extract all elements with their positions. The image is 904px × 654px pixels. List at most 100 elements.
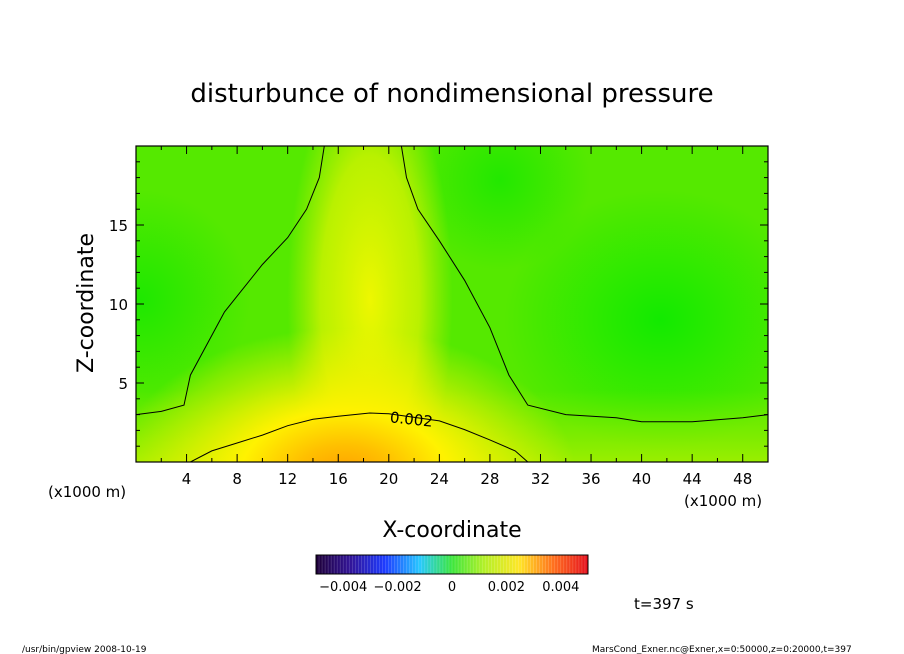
colorbar-swatch (479, 555, 483, 574)
colorbar-swatch (497, 555, 501, 574)
time-label: t=397 s (634, 595, 694, 613)
colorbar-swatch (515, 555, 519, 574)
colorbar-swatch (436, 555, 441, 574)
colorbar-swatch (400, 555, 404, 574)
colorbar-swatch (536, 555, 540, 574)
colorbar-tick-label: 0.002 (488, 580, 525, 595)
colorbar-swatch (385, 555, 389, 574)
colorbar-swatch (316, 555, 320, 574)
colorbar-swatch (439, 555, 444, 574)
colorbar-swatch (524, 555, 528, 574)
colorbar-swatch (391, 555, 395, 574)
colorbar-swatch (503, 555, 507, 574)
colorbar-swatch (448, 555, 453, 574)
colorbar-swatch (349, 555, 353, 574)
colorbar-tick-label: −0.002 (374, 580, 422, 595)
colorbar-swatch (458, 555, 462, 574)
colorbar-swatch (575, 555, 580, 574)
colorbar-swatch (343, 555, 347, 574)
colorbar-swatch (542, 555, 546, 574)
colorbar-swatch (500, 555, 504, 574)
colorbar-swatch (548, 555, 553, 574)
colorbar-swatch (352, 555, 356, 574)
colorbar-swatch (470, 555, 474, 574)
colorbar-swatch (394, 555, 398, 574)
colorbar-swatch (545, 555, 550, 574)
x-tick-label: 8 (232, 470, 242, 488)
colorbar-swatch (328, 555, 332, 574)
heatmap-field: 0.002 (136, 146, 768, 462)
colorbar-swatch (415, 555, 420, 574)
colorbar-tick-label: −0.004 (319, 580, 367, 595)
colorbar-swatch (382, 555, 386, 574)
contour-label: 0.002 (389, 408, 434, 430)
colorbar-swatch (376, 555, 380, 574)
colorbar-swatch (409, 555, 414, 574)
colorbar-tick-label: 0 (448, 580, 456, 595)
colorbar-swatch (527, 555, 531, 574)
colorbar-swatch (530, 555, 534, 574)
colorbar-swatch (494, 555, 498, 574)
colorbar-swatch (406, 555, 410, 574)
x-tick-label: 40 (632, 470, 651, 488)
colorbar-swatch (473, 555, 477, 574)
colorbar-swatch (433, 555, 438, 574)
colorbar-swatch (421, 555, 426, 574)
colorbar-swatch (467, 555, 471, 574)
colorbar-swatch (397, 555, 401, 574)
colorbar-swatch (512, 555, 516, 574)
x-tick-label: 24 (430, 470, 449, 488)
colorbar-swatch (584, 555, 589, 574)
x-tick-label: 16 (329, 470, 348, 488)
colorbar-swatch (388, 555, 392, 574)
colorbar-swatch (482, 555, 486, 574)
colorbar-swatch (442, 555, 447, 574)
x-tick-label: 20 (379, 470, 398, 488)
y-tick-label: 5 (118, 375, 128, 393)
colorbar-swatch (364, 555, 368, 574)
colorbar-swatch (340, 555, 344, 574)
x-tick-label: 36 (581, 470, 600, 488)
colorbar-swatch (331, 555, 335, 574)
contour-line-inner (190, 412, 529, 462)
colorbar-swatch (521, 555, 525, 574)
colorbar-swatch (461, 555, 465, 574)
colorbar-swatch (337, 555, 341, 574)
colorbar-swatch (554, 555, 559, 574)
x-axis-label: X-coordinate (382, 518, 521, 543)
colorbar-swatch (334, 555, 338, 574)
colorbar-swatch (430, 555, 435, 574)
colorbar-swatch (379, 555, 383, 574)
colorbar-swatch (560, 555, 565, 574)
colorbar-swatch (358, 555, 362, 574)
colorbar-swatch (506, 555, 510, 574)
colorbar-ticks: −0.004 −0.002 0 0.002 0.004 (319, 580, 579, 595)
colorbar-swatch (563, 555, 568, 574)
colorbar (315, 554, 589, 575)
colorbar-swatch (373, 555, 377, 574)
colorbar-swatch (424, 555, 429, 574)
x-tick-label: 28 (480, 470, 499, 488)
colorbar-swatch (403, 555, 407, 574)
colorbar-swatch (455, 555, 459, 574)
colorbar-swatch (533, 555, 537, 574)
chart-title: disturbunce of nondimensional pressure (190, 79, 713, 109)
colorbar-swatch (361, 555, 365, 574)
colorbar-swatch (322, 555, 326, 574)
colorbar-swatch (427, 555, 432, 574)
colorbar-swatch (452, 555, 456, 574)
x-tick-label: 32 (531, 470, 550, 488)
colorbar-swatch (355, 555, 359, 574)
x-unit-right: (x1000 m) (684, 492, 762, 510)
colorbar-swatch (509, 555, 513, 574)
colorbar-swatch (572, 555, 577, 574)
colorbar-swatch (445, 555, 450, 574)
colorbar-swatch (488, 555, 492, 574)
colorbar-swatch (581, 555, 586, 574)
y-axis-label: Z-coordinate (74, 233, 99, 373)
colorbar-swatch (539, 555, 543, 574)
colorbar-swatch (485, 555, 489, 574)
colorbar-swatch (557, 555, 562, 574)
colorbar-swatch (325, 555, 329, 574)
